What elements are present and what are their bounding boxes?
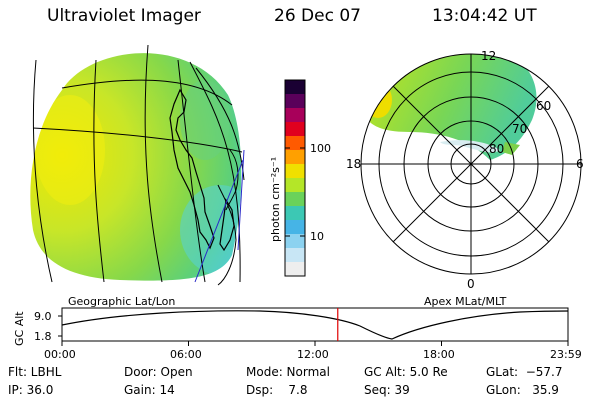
geographic-image — [30, 44, 245, 286]
info-mode: Mode: Normal — [246, 365, 330, 379]
mlat-label-70: 70 — [512, 122, 527, 136]
mlt-label-18: 18 — [346, 157, 361, 171]
info-seq: Seq: 39 — [364, 383, 410, 397]
info-glat: GLat: −57.7 — [486, 365, 563, 379]
polar-plot: 12 18 6 0 60 70 80 — [346, 49, 584, 291]
colorbar-cell — [285, 164, 305, 179]
colorbar-cell — [285, 262, 305, 277]
info-dsp: Dsp: 7.8 — [246, 383, 308, 397]
apex-label: Apex MLat/MLT — [424, 295, 507, 308]
alt-tick-9: 9.0 — [34, 310, 52, 323]
altitude-curve — [61, 310, 569, 340]
time-label: 13:04:42 UT — [432, 6, 537, 26]
colorbar-cell — [285, 136, 305, 151]
mlt-label-0: 0 — [467, 277, 475, 291]
colorbar-cell — [285, 234, 305, 249]
colorbar-tick-100: 100 — [310, 142, 331, 155]
colorbar-cell — [285, 192, 305, 207]
geographic-label: Geographic Lat/Lon — [68, 295, 175, 308]
info-glon: GLon: 35.9 — [486, 383, 559, 397]
info-flt: Flt: LBHL — [8, 365, 62, 379]
colorbar-cell — [285, 122, 305, 137]
coastline — [169, 88, 235, 252]
time-tick-1200: 12:00 — [297, 348, 329, 361]
colorbar-cell — [285, 108, 305, 123]
info-ip: IP: 36.0 — [8, 383, 54, 397]
time-tick-2359: 23:59 — [550, 348, 582, 361]
time-tick-1800: 18:00 — [423, 348, 455, 361]
polar-grid — [360, 53, 582, 275]
info-door: Door: Open — [124, 365, 193, 379]
info-gain: Gain: 14 — [124, 383, 175, 397]
alt-tick-1-8: 1.8 — [34, 330, 52, 343]
date-label: 26 Dec 07 — [274, 6, 361, 26]
colorbar-cell — [285, 248, 305, 263]
colorbar-unit-label: photon cm⁻²s⁻¹ — [269, 157, 282, 242]
colorbar: 100 10 photon cm⁻²s⁻¹ — [269, 79, 331, 277]
instrument-title: Ultraviolet Imager — [47, 6, 201, 26]
info-gcalt: GC Alt: 5.0 Re — [364, 365, 448, 379]
time-tick-0000: 00:00 — [44, 348, 76, 361]
colorbar-cell — [285, 80, 305, 95]
colorbar-cell — [285, 206, 305, 221]
polar-image — [361, 54, 537, 160]
colorbar-cell — [285, 220, 305, 235]
altitude-plot: 9.0 1.8 GC Alt 00:00 06:00 12:00 18:00 2… — [13, 307, 582, 361]
mlat-label-60: 60 — [536, 99, 551, 113]
alt-ylabel: GC Alt — [13, 311, 26, 346]
colorbar-cell — [285, 178, 305, 193]
mlt-label-12: 12 — [481, 49, 496, 63]
colorbar-tick-10: 10 — [310, 230, 324, 243]
mlat-label-80: 80 — [489, 142, 504, 156]
colorbar-cell — [285, 150, 305, 165]
colorbar-cell — [285, 94, 305, 109]
mlt-label-6: 6 — [576, 157, 584, 171]
time-tick-0600: 06:00 — [170, 348, 202, 361]
limb-lines — [194, 149, 245, 283]
